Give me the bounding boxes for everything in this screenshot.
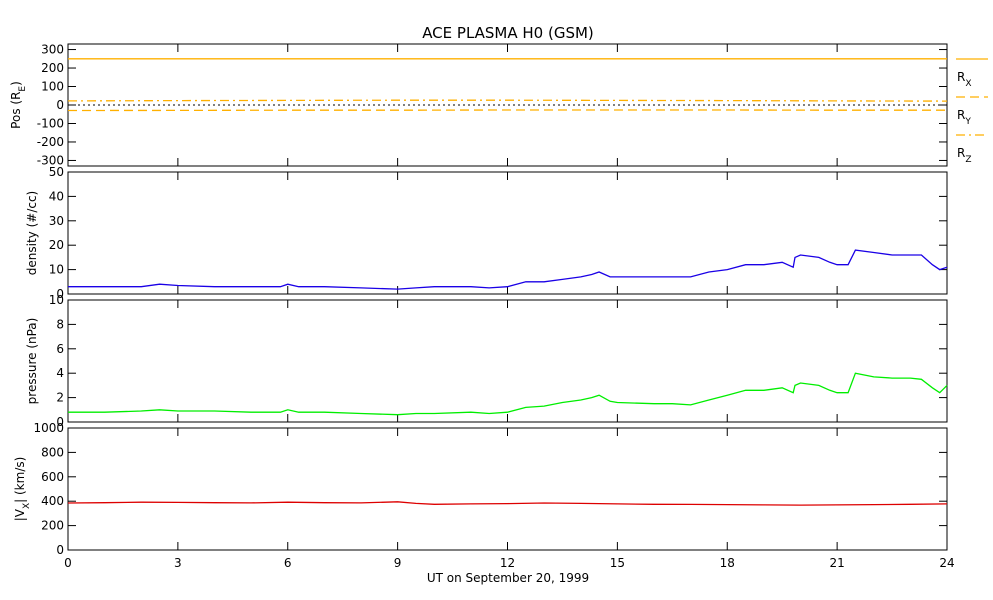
legend-label-z: RZ: [957, 146, 972, 165]
position-series-z: [67, 99, 948, 102]
velocity-series-0: [67, 501, 948, 506]
pressure-ytick-label: 8: [56, 317, 64, 331]
velocity-ytick-label: 600: [41, 470, 64, 484]
x-tick-label: 9: [394, 556, 402, 570]
x-tick-label: 3: [174, 556, 182, 570]
density-ytick-label: 30: [49, 214, 64, 228]
pressure-ytick-label: 4: [56, 366, 64, 380]
velocity-ytick-label: 400: [41, 494, 64, 508]
velocity-ytick-label: 200: [41, 519, 64, 533]
density-ylabel: density (#/cc): [25, 191, 39, 275]
density-ytick-label: 0: [56, 287, 64, 301]
position-ytick-label: 0: [56, 98, 64, 112]
pressure-ytick-label: 6: [56, 342, 64, 356]
x-tick-label: 15: [610, 556, 625, 570]
density-ytick-label: 10: [49, 263, 64, 277]
x-tick-label: 24: [939, 556, 954, 570]
x-axis-label: UT on September 20, 1999: [427, 571, 589, 585]
position-ytick-label: -200: [37, 135, 64, 149]
x-tick-label: 6: [284, 556, 292, 570]
x-tick-label: 0: [64, 556, 72, 570]
velocity-ytick-label: 1000: [33, 421, 64, 435]
position-ytick-label: 300: [41, 43, 64, 57]
position-ytick-label: -300: [37, 153, 64, 167]
density-ytick-label: 50: [49, 165, 64, 179]
density-series-0: [68, 249, 948, 290]
position-ylabel: Pos (RE): [9, 81, 28, 129]
panel-pressure: 0 2 4 6 8 10 pressure (nPa): [25, 293, 948, 429]
pressure-frame: [67, 299, 948, 423]
panel-velocity: 0 200 400 600 800 1000 |VX| (km/s) 0 3 6 9 12 15 18 21…: [13, 421, 955, 570]
x-tick-label: 18: [720, 556, 735, 570]
pressure-series-0: [68, 372, 948, 416]
position-series-y: [67, 109, 947, 112]
panel-position: 300 200 100 0 -100 -200 -300 Pos (RE) RX RY RZ: [9, 43, 988, 167]
position-ytick-label: 100: [41, 80, 64, 94]
legend-label-x: RX: [957, 70, 972, 89]
legend-label-y: RY: [957, 108, 971, 127]
pressure-ytick-label: 10: [49, 293, 64, 307]
density-ytick-label: 20: [49, 238, 64, 252]
pressure-ytick-label: 0: [56, 415, 64, 429]
pressure-ytick-label: 2: [56, 391, 64, 405]
x-tick-label: 12: [500, 556, 515, 570]
position-ytick-label: -100: [37, 116, 64, 130]
velocity-ytick-label: 800: [41, 445, 64, 459]
pressure-ylabel: pressure (nPa): [25, 318, 39, 405]
density-frame: [67, 171, 948, 295]
density-ytick-label: 40: [49, 189, 64, 203]
velocity-ytick-label: 0: [56, 543, 64, 557]
figure-title: ACE PLASMA H0 (GSM): [422, 24, 594, 42]
velocity-ylabel: |VX| (km/s): [13, 457, 32, 522]
panel-density: 0 10 20 30 40 50 density (#/cc): [25, 165, 948, 301]
velocity-frame: [67, 427, 948, 551]
x-tick-label: 21: [829, 556, 844, 570]
position-ytick-label: 200: [41, 61, 64, 75]
